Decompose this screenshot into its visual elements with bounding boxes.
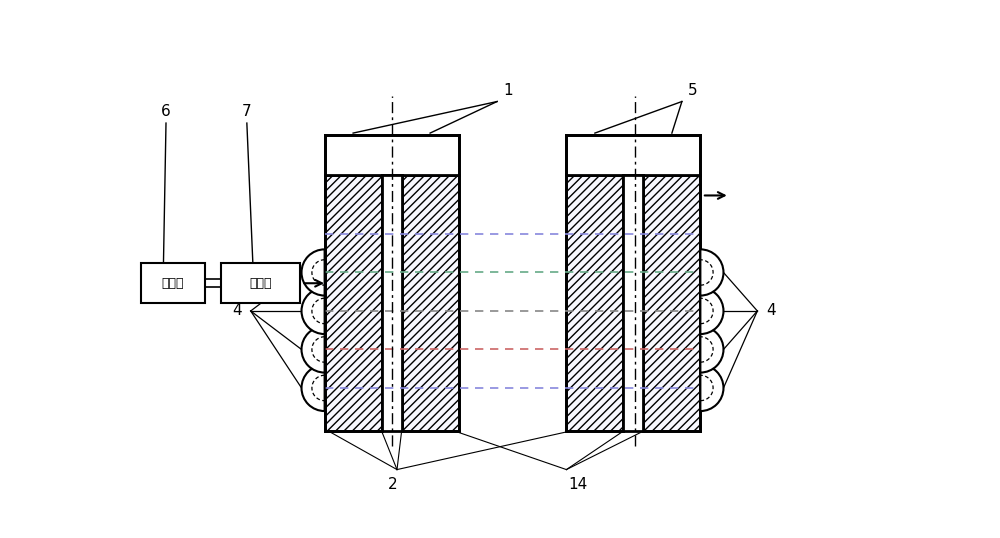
- Text: 4: 4: [767, 303, 776, 318]
- Text: 5: 5: [688, 83, 698, 98]
- Wedge shape: [302, 327, 325, 372]
- Text: 4: 4: [232, 303, 241, 318]
- Wedge shape: [700, 288, 723, 334]
- Text: 电子枪: 电子枪: [162, 277, 184, 290]
- Text: 7: 7: [242, 104, 252, 119]
- Wedge shape: [700, 249, 723, 295]
- Wedge shape: [700, 365, 723, 411]
- Bar: [566, 175, 623, 431]
- Text: 6: 6: [161, 104, 171, 119]
- Bar: [325, 134, 459, 175]
- Bar: [623, 175, 643, 431]
- Bar: [643, 175, 700, 431]
- Text: 螺线管: 螺线管: [249, 277, 272, 290]
- Bar: [382, 175, 402, 431]
- Text: 14: 14: [568, 477, 588, 492]
- Wedge shape: [302, 249, 325, 295]
- Wedge shape: [302, 365, 325, 411]
- Wedge shape: [302, 288, 325, 334]
- Bar: [566, 134, 700, 175]
- Text: 1: 1: [503, 83, 513, 98]
- Bar: [402, 175, 459, 431]
- Bar: [141, 263, 205, 303]
- Text: 2: 2: [388, 477, 398, 492]
- Wedge shape: [700, 327, 723, 372]
- Bar: [221, 263, 300, 303]
- Bar: [325, 175, 382, 431]
